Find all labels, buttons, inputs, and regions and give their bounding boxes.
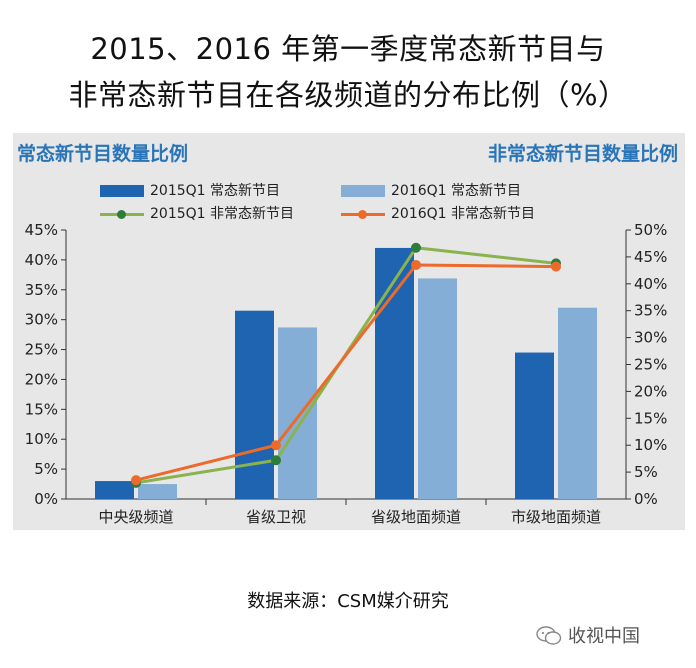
- left-tick-label: 5%: [34, 460, 58, 478]
- right-tick-label: 30%: [634, 329, 667, 347]
- bar-2015q1-1: [95, 481, 134, 499]
- point-2016q1-4: [551, 261, 561, 272]
- left-tick-label: 10%: [25, 430, 58, 448]
- chart-title-line2: 非常态新节目在各级频道的分布比例（%）: [68, 78, 628, 112]
- category-label: 市级地面频道: [511, 508, 601, 526]
- bar-2015q1-4: [515, 352, 554, 499]
- line-2016q1: [135, 263, 557, 482]
- right-tick-label: 40%: [634, 275, 667, 293]
- legend-swatch-2015-bar: [100, 185, 144, 197]
- right-tick-label: 15%: [634, 409, 667, 427]
- left-tick-label: 25%: [25, 341, 58, 359]
- left-tick-label: 30%: [25, 311, 58, 329]
- chart-title-line1: 2015、2016 年第一季度常态新节目与: [90, 32, 606, 66]
- left-tick-label: 15%: [25, 400, 58, 418]
- left-axis-title: 常态新节目数量比例: [17, 143, 189, 165]
- point-2015q1-3: [411, 242, 421, 253]
- right-tick-label: 50%: [634, 221, 667, 239]
- bar-2015q1-2: [235, 310, 274, 499]
- watermark-text: 收视中国: [568, 626, 640, 647]
- bar-2016q1-4: [558, 307, 597, 499]
- watermark: 收视中国: [536, 622, 640, 648]
- left-tick-label: 20%: [25, 370, 58, 388]
- bar-2016q1-3: [418, 278, 457, 499]
- line-2015q1: [135, 246, 557, 485]
- point-2015q1-2: [271, 455, 281, 466]
- left-tick-label: 40%: [25, 251, 58, 269]
- right-tick-label: 45%: [634, 248, 667, 266]
- right-tick-label: 5%: [634, 463, 658, 481]
- point-2016q1-3: [411, 259, 421, 270]
- right-tick-label: 25%: [634, 356, 667, 374]
- legend-label-2015-bar: 2015Q1 常态新节目: [150, 183, 281, 199]
- bar-2016q1-2: [278, 327, 317, 499]
- legend-label-2016-line: 2016Q1 非常态新节目: [391, 206, 536, 222]
- data-source-note: 数据来源：CSM媒介研究: [247, 591, 449, 612]
- left-tick-label: 0%: [34, 490, 58, 508]
- bar-2015q1-3: [375, 247, 414, 499]
- wechat-icon: [536, 626, 562, 645]
- legend-marker-2016-line: [358, 210, 367, 219]
- legend-label-2016-bar: 2016Q1 常态新节目: [391, 183, 522, 199]
- bar-2016q1-1: [138, 484, 177, 499]
- category-label: 省级地面频道: [371, 508, 461, 526]
- legend-swatch-2016-bar: [341, 185, 385, 197]
- right-tick-label: 35%: [634, 302, 667, 320]
- category-label: 中央级频道: [98, 508, 173, 526]
- left-tick-label: 35%: [25, 281, 58, 299]
- right-tick-label: 20%: [634, 382, 667, 400]
- right-tick-label: 10%: [634, 436, 667, 454]
- right-tick-label: 0%: [634, 490, 658, 508]
- category-label: 省级卫视: [246, 508, 306, 526]
- point-2016q1-2: [271, 440, 281, 451]
- left-tick-label: 45%: [25, 221, 58, 239]
- point-2016q1-1: [131, 475, 141, 486]
- right-axis-title: 非常态新节目数量比例: [487, 143, 678, 165]
- legend-marker-2015-line: [117, 210, 126, 219]
- legend-label-2015-line: 2015Q1 非常态新节目: [150, 206, 295, 222]
